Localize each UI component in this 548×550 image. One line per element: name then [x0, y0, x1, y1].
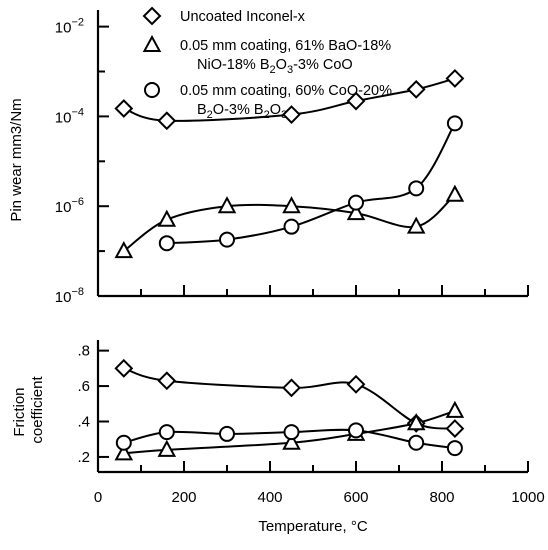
- friction-xtick-label: 200: [171, 489, 196, 506]
- legend-text-run: 0.05 mm coating, 60% CoO-20%: [180, 83, 392, 99]
- wear-circle-point: [158, 235, 175, 252]
- friction-circle-point: [446, 440, 463, 457]
- wear-ytick-exp: −4: [71, 106, 84, 118]
- legend-diamond-marker: [142, 6, 162, 26]
- wear-ytick-label: 10−2: [55, 17, 84, 37]
- friction-xtick-label: 0: [94, 489, 102, 506]
- friction-diamond-curve: [123, 367, 456, 430]
- legend-text-run: O-3% B: [213, 102, 264, 118]
- friction-ytick-label: .8: [77, 343, 90, 360]
- friction-diamond-point: [282, 378, 301, 398]
- wear-circle-point: [219, 231, 235, 248]
- wear-circle-point: [446, 115, 463, 132]
- wear-diamond-point: [114, 99, 134, 118]
- wear-triangle-point: [346, 203, 366, 221]
- legend-subscript: 3: [287, 64, 293, 76]
- wear-diamond-point: [157, 111, 177, 131]
- friction-xlabel: Temperature, °C: [258, 518, 368, 535]
- wear-triangle-point: [114, 241, 134, 259]
- wear-ytick-base: 10: [55, 199, 72, 216]
- legend-text: 0.05 mm coating, 60% CoO-20%: [180, 83, 392, 99]
- legend-text-run: O: [276, 57, 287, 73]
- wear-triangle-point: [406, 216, 426, 234]
- friction-ticks: .8 .6 .4 .2 0 200 400 600 800 1000: [77, 343, 544, 506]
- wear-ticks: 10−210−410−610−8: [55, 17, 529, 306]
- friction-xtick-label: 800: [429, 489, 454, 506]
- legend-subscript: 2: [207, 109, 213, 121]
- legend-text: 0.05 mm coating, 61% BaO-18%: [180, 38, 391, 54]
- wear-ytick-exp: −6: [71, 196, 84, 208]
- wear-triangle-point: [157, 209, 177, 227]
- wear-panel: 10−210−410−610−8 Pin wear mm3/Nm Uncoate…: [8, 6, 529, 306]
- friction-panel: .8 .6 .4 .2 0 200 400 600 800 1000 Friction coeff…: [11, 340, 545, 535]
- legend-circle-marker: [144, 82, 160, 98]
- friction-diamond-point: [346, 374, 366, 394]
- friction-series: [114, 358, 465, 461]
- friction-diamond-point: [157, 371, 177, 391]
- legend-triangle-marker: [142, 34, 162, 52]
- legend-text-run: B: [197, 102, 207, 118]
- friction-ylabel-line2: coefficient: [29, 376, 46, 444]
- legend-text: Uncoated Inconel-x: [180, 9, 306, 25]
- wear-ytick-base: 10: [55, 20, 72, 37]
- legend-subscript: 2: [270, 64, 276, 76]
- wear-diamond-point: [445, 69, 465, 88]
- legend-text: NiO-18% B2O3-3% CoO: [197, 57, 353, 76]
- friction-ytick-label: .2: [77, 449, 90, 466]
- friction-ytick-label: .6: [77, 378, 90, 395]
- wear-triangle-point: [282, 196, 301, 214]
- legend-subscript: 2: [264, 109, 270, 121]
- friction-circle-point: [283, 424, 300, 441]
- friction-circle-point: [219, 425, 235, 442]
- friction-ytick-label: .4: [77, 414, 90, 431]
- wear-triangle-point: [217, 196, 237, 214]
- wear-diamond-point: [346, 91, 366, 111]
- wear-diamond-point: [406, 79, 426, 99]
- friction-triangle-point: [114, 443, 134, 461]
- friction-circle-point: [115, 434, 132, 451]
- friction-triangle-point: [406, 413, 426, 431]
- friction-diamond-point: [445, 419, 465, 439]
- friction-ylabel: Friction coefficient: [11, 376, 46, 444]
- wear-ytick-label: 10−6: [55, 196, 84, 216]
- wear-ylabel: Pin wear mm3/Nm: [8, 98, 25, 221]
- wear-triangle-point: [445, 184, 465, 202]
- wear-diamond-point: [282, 105, 301, 124]
- friction-ylabel-line1: Friction: [11, 387, 28, 436]
- legend-text-run: Uncoated Inconel-x: [180, 9, 306, 25]
- wear-circle-point: [408, 180, 425, 197]
- friction-triangle-point: [157, 439, 177, 457]
- friction-circle-point: [348, 422, 364, 439]
- friction-triangle-point: [282, 432, 301, 450]
- wear-ytick-label: 10−8: [55, 286, 84, 306]
- wear-ytick-exp: −2: [71, 17, 84, 29]
- legend-text-run: -3% CoO: [293, 57, 353, 73]
- wear-circle-point: [348, 194, 364, 211]
- legend-text-run: 0.05 mm coating, 61% BaO-18%: [180, 38, 391, 54]
- friction-xtick-label: 400: [257, 489, 282, 506]
- friction-circle-point: [158, 424, 175, 441]
- wear-series: [114, 69, 465, 259]
- friction-circle-point: [408, 434, 425, 451]
- wear-ytick-base: 10: [55, 109, 72, 126]
- wear-ytick-label: 10−4: [55, 106, 84, 126]
- legend-text-run: NiO-18% B: [197, 57, 270, 73]
- wear-circle-point: [283, 218, 300, 235]
- friction-diamond-point: [114, 358, 134, 378]
- friction-xtick-label: 600: [343, 489, 368, 506]
- friction-xtick-label: 1000: [511, 489, 544, 506]
- friction-triangle-point: [445, 400, 465, 418]
- legend: Uncoated Inconel-x 0.05 mm coating, 61% B…: [142, 6, 392, 121]
- wear-ytick-exp: −8: [71, 286, 84, 298]
- legend-text-run: O: [270, 102, 281, 118]
- wear-ytick-base: 10: [55, 289, 72, 306]
